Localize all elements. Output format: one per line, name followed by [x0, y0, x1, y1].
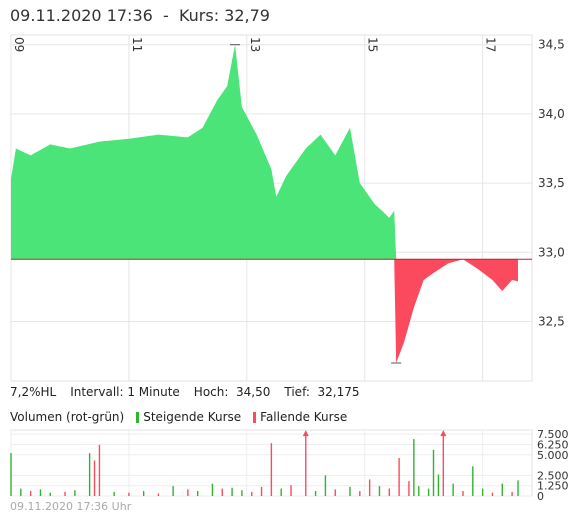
- volume-legend: Volumen (rot-grün) Steigende Kurse Falle…: [10, 410, 347, 424]
- volume-tick-label: 6.250: [537, 438, 569, 451]
- volume-overflow-arrow: [302, 430, 309, 437]
- y-tick-label: 33,0: [538, 245, 565, 259]
- volume-tick-label: 2.500: [537, 469, 569, 482]
- x-tick-label: 17: [484, 37, 498, 52]
- rising-area: [11, 44, 518, 260]
- legend-rising: Steigende Kurse: [143, 410, 242, 424]
- stat-hl: 7,2%HL: [10, 385, 57, 399]
- volume-tick-label: 0: [537, 490, 544, 503]
- volume-overflow-arrow: [440, 430, 447, 437]
- falling-area: [11, 259, 518, 364]
- stat-interval: Intervall: 1 Minute: [70, 385, 180, 399]
- volume-tick-label: 7.500: [537, 428, 569, 441]
- title-kurs-value: 32,79: [224, 6, 270, 25]
- volume-tick-label: 5.000: [537, 449, 569, 462]
- falling-swatch: [253, 411, 257, 423]
- stat-low: Tief: 32,175: [284, 385, 360, 399]
- title-datetime: 09.11.2020 17:36: [10, 6, 153, 25]
- y-tick-label: 32,5: [538, 314, 565, 328]
- x-tick-label: 13: [248, 37, 262, 52]
- y-tick-label: 34,0: [538, 107, 565, 121]
- title-kurs-label: Kurs:: [178, 6, 220, 25]
- volume-tick-label: 1.250: [537, 480, 569, 493]
- volume-title: Volumen (rot-grün): [10, 410, 125, 424]
- x-tick-label: 15: [366, 37, 380, 52]
- legend-falling: Fallende Kurse: [260, 410, 348, 424]
- footer-timestamp: 09.11.2020 17:36 Uhr: [10, 500, 132, 513]
- x-tick-label: 09: [12, 37, 26, 52]
- y-tick-label: 33,5: [538, 176, 565, 190]
- y-tick-label: 34,5: [538, 38, 565, 52]
- rising-swatch: [136, 411, 140, 423]
- stat-high: Hoch: 34,50: [193, 385, 271, 399]
- x-tick-label: 11: [130, 37, 144, 52]
- title-separator: -: [162, 6, 169, 25]
- stats-row: 7,2%HL Intervall: 1 Minute Hoch: 34,50 T…: [10, 385, 374, 399]
- chart-title: 09.11.2020 17:36 - Kurs: 32,79: [10, 6, 270, 25]
